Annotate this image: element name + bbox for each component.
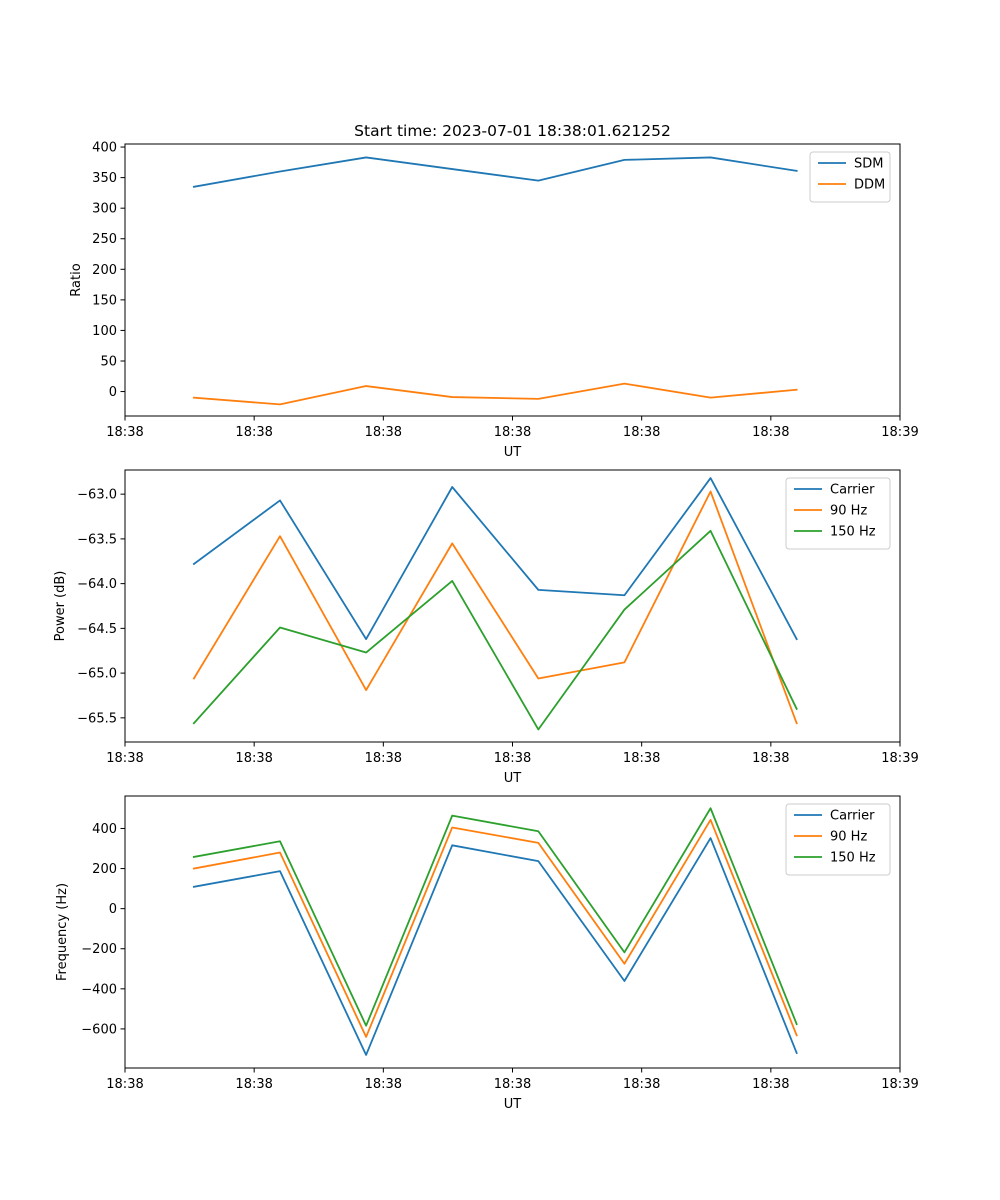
ratio-y-tick-label: 350	[92, 171, 117, 186]
power-x-tick-label: 18:38	[623, 751, 660, 766]
ratio-x-tick-label: 18:38	[752, 425, 789, 440]
frequency-y-tick-label: −200	[81, 942, 117, 957]
frequency-legend-label-150-hz: 150 Hz	[830, 851, 876, 866]
ratio-y-axis-label: Ratio	[69, 263, 84, 296]
ratio-series-sdm-line	[192, 156, 798, 188]
power-y-axis: −65.5 −65.0 −64.5 −64.0 −63.5 −63.0	[77, 488, 125, 726]
frequency-y-tick-label: −600	[81, 1022, 117, 1037]
power-series-carrier-line	[192, 477, 798, 641]
ratio-x-axis: 18:38 18:38 18:38 18:38 18:38 18:38 18:39	[106, 416, 919, 440]
ratio-series-ddm-line	[192, 382, 798, 406]
power-y-tick-label: −63.5	[77, 532, 117, 547]
ratio-y-tick-label: 300	[92, 202, 117, 217]
frequency-x-tick-label: 18:38	[752, 1077, 789, 1092]
power-x-tick-label: 18:38	[235, 751, 272, 766]
ratio-y-tick-label: 250	[92, 232, 117, 247]
power-x-tick-label: 18:38	[106, 751, 143, 766]
ratio-y-axis: 0 50 100 150 200 250 300 350 400	[92, 141, 125, 400]
ratio-x-tick-label: 18:38	[365, 425, 402, 440]
power-x-tick-label: 18:38	[365, 751, 402, 766]
power-y-tick-label: −65.5	[77, 711, 117, 726]
frequency-x-tick-label: 18:39	[881, 1077, 918, 1092]
power-legend-label-90-hz: 90 Hz	[830, 504, 867, 519]
ratio-x-tick-label: 18:38	[623, 425, 660, 440]
power-legend-label-carrier: Carrier	[830, 483, 875, 498]
frequency-x-tick-label: 18:38	[106, 1077, 143, 1092]
power-y-tick-label: −64.0	[77, 577, 117, 592]
frequency-legend-label-90-hz: 90 Hz	[830, 830, 867, 845]
frequency-x-tick-label: 18:38	[494, 1077, 531, 1092]
ratio-y-tick-label: 150	[92, 293, 117, 308]
frequency-legend: Carrier 90 Hz 150 Hz	[785, 803, 891, 876]
power-x-axis: 18:38 18:38 18:38 18:38 18:38 18:38 18:39	[106, 742, 919, 766]
frequency-y-tick-label: 400	[92, 822, 117, 837]
frequency-plot-area	[192, 807, 798, 1056]
power-x-axis-label: UT	[504, 771, 522, 786]
power-y-tick-label: −65.0	[77, 667, 117, 682]
power-legend: Carrier 90 Hz 150 Hz	[785, 477, 891, 550]
frequency-y-tick-label: 200	[92, 862, 117, 877]
frequency-y-tick-label: 0	[109, 902, 117, 917]
ratio-legend-label-sdm: SDM	[854, 157, 883, 172]
ratio-legend-box	[809, 151, 891, 203]
ratio-x-tick-label: 18:39	[881, 425, 918, 440]
ratio-y-tick-label: 400	[92, 141, 117, 156]
power-x-tick-label: 18:38	[494, 751, 531, 766]
frequency-series-carrier-line	[192, 837, 798, 1056]
power-y-axis-label: Power (dB)	[53, 571, 68, 642]
ratio-y-tick-label: 200	[92, 263, 117, 278]
ratio-x-tick-label: 18:38	[235, 425, 272, 440]
ratio-legend-label-ddm: DDM	[854, 178, 885, 193]
power-series-90-hz-line	[192, 490, 798, 725]
frequency-series-150-hz-line	[192, 807, 798, 1027]
ratio-y-tick-label: 50	[100, 354, 117, 369]
ratio-panel: Start time: 2023-07-01 18:38:01.621252 1…	[69, 122, 919, 460]
ratio-x-tick-label: 18:38	[494, 425, 531, 440]
power-y-tick-label: −63.0	[77, 488, 117, 503]
power-x-tick-label: 18:39	[881, 751, 918, 766]
ratio-y-tick-label: 0	[109, 385, 117, 400]
frequency-panel: 18:38 18:38 18:38 18:38 18:38 18:38 18:39 −600…	[55, 795, 919, 1112]
figure-title: Start time: 2023-07-01 18:38:01.621252	[354, 122, 671, 140]
power-series-150-hz-line	[192, 529, 798, 731]
frequency-y-tick-label: −400	[81, 982, 117, 997]
frequency-y-axis: −600 −400 −200 0 200 400	[81, 822, 125, 1037]
ratio-x-axis-label: UT	[504, 445, 522, 460]
frequency-x-axis-label: UT	[504, 1097, 522, 1112]
frequency-x-tick-label: 18:38	[623, 1077, 660, 1092]
ratio-plot-area	[192, 156, 798, 406]
frequency-y-axis-label: Frequency (Hz)	[55, 883, 70, 981]
power-x-tick-label: 18:38	[752, 751, 789, 766]
power-y-tick-label: −64.5	[77, 622, 117, 637]
power-legend-label-150-hz: 150 Hz	[830, 525, 876, 540]
power-plot-area	[192, 477, 798, 731]
frequency-x-tick-label: 18:38	[235, 1077, 272, 1092]
ratio-legend: SDM DDM	[809, 151, 891, 203]
power-panel: 18:38 18:38 18:38 18:38 18:38 18:38 18:39 −65.…	[53, 469, 919, 786]
ratio-x-tick-label: 18:38	[106, 425, 143, 440]
frequency-x-axis: 18:38 18:38 18:38 18:38 18:38 18:38 18:39	[106, 1068, 919, 1092]
ratio-y-tick-label: 100	[92, 324, 117, 339]
frequency-x-tick-label: 18:38	[365, 1077, 402, 1092]
frequency-series-90-hz-line	[192, 818, 798, 1038]
frequency-legend-label-carrier: Carrier	[830, 809, 875, 824]
